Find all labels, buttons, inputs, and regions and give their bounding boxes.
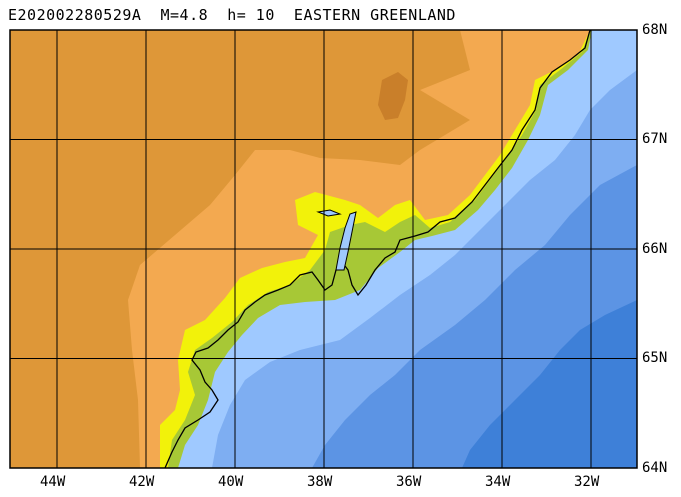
map-frame bbox=[9, 29, 638, 469]
lon-label-42w: 42W bbox=[129, 474, 155, 490]
graticule bbox=[10, 30, 637, 468]
land-plateau-patch bbox=[378, 72, 408, 120]
ocean-deepest bbox=[462, 300, 637, 468]
lat-label-68n: 68N bbox=[642, 22, 668, 38]
lat-label-65n: 65N bbox=[642, 350, 668, 366]
lat-label-67n: 67N bbox=[642, 131, 668, 147]
lon-label-44w: 44W bbox=[40, 474, 66, 490]
lon-label-36w: 36W bbox=[396, 474, 422, 490]
map-title: E202002280529A M=4.8 h= 10 EASTERN GREEN… bbox=[8, 6, 456, 24]
lon-label-38w: 38W bbox=[307, 474, 333, 490]
lat-label-64n: 64N bbox=[642, 460, 668, 476]
fjord-inlet bbox=[335, 211, 357, 271]
lat-label-66n: 66N bbox=[642, 241, 668, 257]
lon-label-40w: 40W bbox=[218, 474, 244, 490]
lon-label-34w: 34W bbox=[485, 474, 511, 490]
coastline bbox=[164, 30, 591, 468]
lon-label-32w: 32W bbox=[574, 474, 600, 490]
